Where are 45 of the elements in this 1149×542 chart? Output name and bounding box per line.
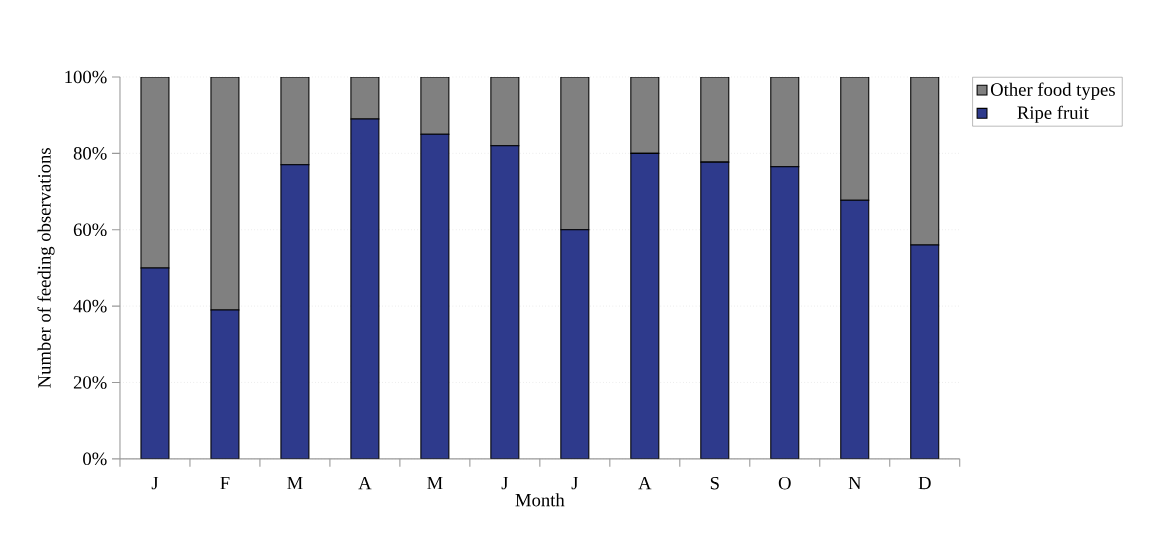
legend-label: Other food types: [990, 82, 1115, 100]
bar: [700, 161, 730, 459]
y-tick-label: 80%: [73, 147, 107, 160]
x-tick-label: J: [151, 476, 159, 490]
bar: [280, 164, 310, 459]
bar: [630, 77, 660, 154]
bar: [630, 152, 660, 459]
bar: [280, 77, 310, 166]
bar: [210, 309, 240, 459]
x-tick-label: A: [358, 476, 372, 490]
bar: [490, 77, 520, 147]
legend-label: Ripe fruit: [1017, 105, 1089, 123]
bar: [490, 145, 520, 459]
x-tick-label: A: [638, 476, 652, 490]
x-tick-label: S: [710, 476, 719, 490]
x-tick-label: M: [427, 476, 443, 490]
bar: [560, 77, 590, 231]
y-tick-label: 40%: [73, 299, 107, 313]
y-axis-title: Number of feeding observations: [37, 148, 55, 388]
bar: [840, 77, 870, 201]
bar: [700, 77, 730, 163]
y-tick-label: 100%: [65, 70, 107, 84]
y-tick-label: 60%: [73, 223, 107, 237]
x-axis-title: Month: [515, 493, 565, 507]
x-tick-label: D: [918, 476, 931, 490]
bar: [140, 267, 170, 459]
bar: [770, 77, 800, 168]
x-tick-label: J: [501, 476, 509, 490]
x-tick-label: M: [287, 476, 303, 490]
bar: [910, 77, 940, 246]
bar: [350, 118, 380, 459]
bar: [210, 77, 240, 311]
bar: [560, 229, 590, 459]
x-tick-label: O: [778, 476, 791, 490]
y-tick-label: 20%: [73, 376, 107, 389]
bar: [140, 77, 170, 269]
x-tick-label: F: [220, 476, 230, 490]
bar: [910, 244, 940, 459]
y-tick-label: 0%: [83, 452, 107, 466]
bar: [420, 77, 450, 135]
bar: [420, 133, 450, 459]
x-tick-label: J: [571, 476, 579, 490]
bar: [770, 166, 800, 459]
bar: [840, 199, 870, 459]
x-tick-label: N: [848, 476, 862, 490]
